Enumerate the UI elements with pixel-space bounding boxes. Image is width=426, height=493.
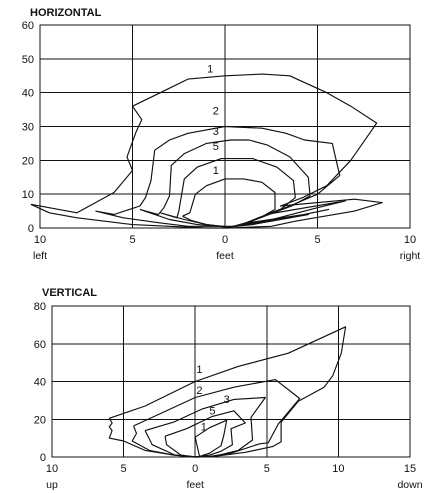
chart-title: VERTICAL [42,287,97,299]
plot-frame [51,305,411,458]
contour-line-2 [131,379,301,458]
x-tick-label: 10 [46,463,58,475]
contour-label: 1 [196,364,202,376]
contour-line-1 [182,178,276,228]
contour-label: 3 [213,126,219,138]
x-tick-label: 5 [121,463,127,475]
contour-label: 1 [213,165,219,177]
y-tick-label: 60 [22,20,34,32]
contour-line-1 [194,419,228,457]
x-axis-label: feet [216,250,234,262]
x-tick-label: 5 [264,463,270,475]
contour-line-3 [144,396,266,458]
contour-line-5 [164,410,246,458]
contour-line-3 [139,139,330,228]
contour-label: 5 [209,406,215,418]
contour-label: 2 [196,385,202,397]
y-tick-label: 60 [34,339,46,351]
x-end-label-left: left [33,250,47,262]
contour-label: 3 [224,394,230,406]
chart-title: HORIZONTAL [30,7,102,19]
x-tick-label: 10 [34,234,46,246]
y-tick-label: 40 [34,377,46,389]
y-tick-label: 0 [28,223,34,235]
x-end-label-right: down [397,479,422,491]
y-tick-label: 0 [40,452,46,464]
contour-label: 5 [213,141,219,153]
x-tick-label: 5 [129,234,135,246]
x-tick-label: 10 [332,463,344,475]
y-tick-label: 80 [34,301,46,313]
x-tick-label: 15 [404,463,416,475]
x-tick-label: 5 [314,234,320,246]
x-end-label-left: up [46,479,58,491]
contour-label: 1 [201,422,207,434]
y-tick-label: 40 [22,88,34,100]
contour-label: 2 [213,106,219,118]
contour-label: 1 [207,63,213,75]
y-tick-label: 50 [22,54,34,66]
y-tick-label: 10 [22,189,34,201]
y-tick-label: 20 [34,414,46,426]
x-end-label-right: right [400,250,421,262]
y-tick-label: 20 [22,155,34,167]
y-tick-label: 30 [22,122,34,134]
contour-line-1 [30,73,383,229]
contour-line-1 [108,326,347,458]
x-tick-label: 10 [404,234,416,246]
x-tick-label: 0 [222,234,228,246]
x-axis-label: feet [186,479,204,491]
x-tick-label: 0 [192,463,198,475]
